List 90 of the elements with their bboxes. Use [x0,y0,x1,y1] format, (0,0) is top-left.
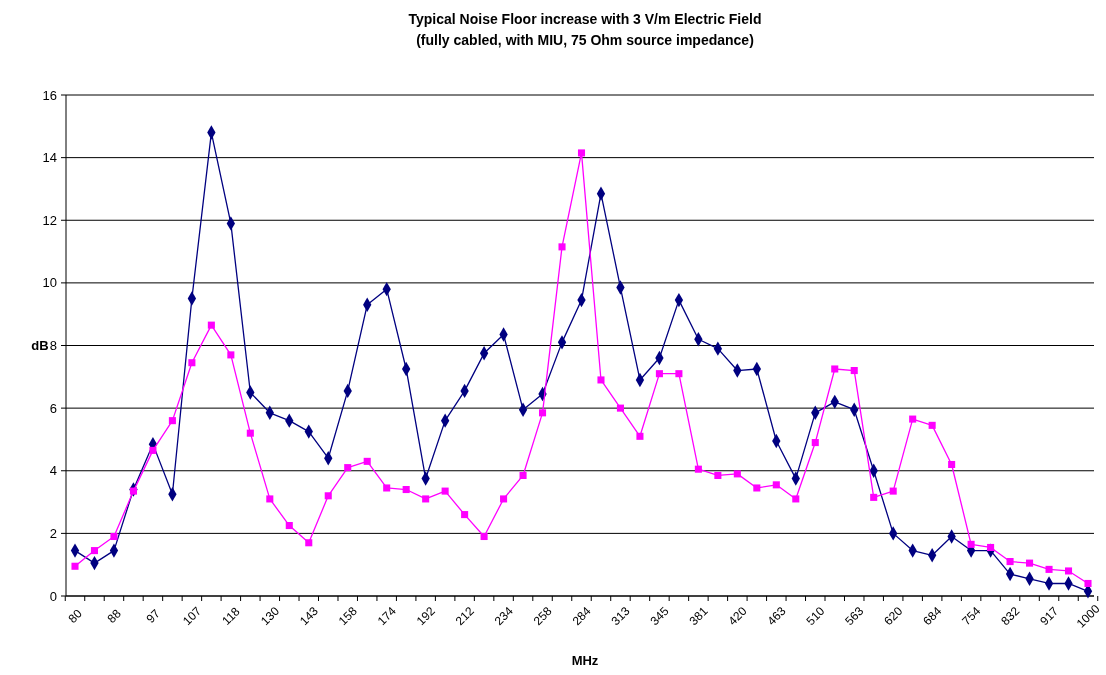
x-tick-label: 420 [725,603,750,629]
x-tick-label: 130 [257,603,283,629]
x-tick-label: 510 [803,603,828,629]
y-tick-label: 14 [42,150,57,166]
x-tick-label: 88 [104,606,124,626]
x-tick-label: 80 [65,606,86,626]
x-tick-label: 97 [143,606,163,626]
x-tick-label: 345 [647,603,672,629]
point [402,486,410,494]
point [616,404,624,412]
x-tick-label: 754 [959,603,984,629]
point [168,417,176,425]
point [305,539,313,547]
x-tick-label: 284 [569,603,594,629]
x-tick-label: 234 [491,603,516,629]
point [870,493,878,501]
x-tick-label: 143 [296,603,322,629]
x-tick-label: 212 [452,603,478,629]
point [422,495,430,503]
x-tick-label: 684 [920,603,945,629]
y-tick-label: 6 [49,400,57,416]
y-tick-label: 16 [42,87,57,103]
point [110,532,118,541]
point [850,367,858,375]
point [948,460,956,469]
chart-subtitle: (fully cabled, with MIU, 75 Ohm source impedance) [416,32,754,48]
x-tick-label: 313 [608,603,633,629]
point [207,321,215,329]
point [1084,579,1092,588]
point [90,547,99,555]
point [539,409,547,417]
point [1064,567,1073,575]
x-tick-label: 158 [335,603,361,629]
point [363,457,371,465]
point [324,492,332,500]
x-tick-label: 258 [530,603,555,629]
point [480,532,488,541]
point [266,495,274,503]
y-tick-label: 10 [42,275,57,291]
point [441,487,449,495]
y-tick-label: 4 [49,463,57,479]
point [967,540,975,548]
point [1026,559,1034,567]
x-tick-label: 917 [1037,603,1062,629]
y-tick-label: 12 [42,212,57,228]
x-tick-label: 118 [219,604,243,628]
point [831,365,839,373]
point [714,471,722,479]
point [558,243,566,251]
point [753,484,761,492]
point [694,465,702,473]
x-tick-label: 107 [179,603,205,629]
point [246,429,254,437]
point [909,415,917,423]
point [1006,558,1014,566]
point [149,446,157,454]
point [1045,565,1053,573]
point [636,432,644,440]
point [577,149,586,157]
point [285,522,293,530]
point [597,376,605,384]
point [675,370,683,378]
point [71,562,79,570]
x-axis-title: MHz [571,653,599,668]
x-tick-label: 620 [881,603,906,629]
x-tick-label: 463 [764,603,789,629]
y-axis-title: dB [31,338,49,354]
chart-title: Typical Noise Floor increase with 3 V/m Electric Field [408,11,762,27]
point [772,481,780,489]
x-tick-label: 174 [374,603,400,629]
y-tick-label: 0 [49,588,57,604]
x-tick-label: 563 [842,603,867,629]
point [792,495,800,503]
point [344,464,352,472]
point [928,421,936,429]
y-tick-label: 2 [49,525,57,541]
point [655,370,663,378]
x-tick-label: 192 [413,603,439,629]
point [461,511,469,519]
x-tick-label: 832 [998,603,1023,629]
y-tick-label: 8 [49,338,57,354]
x-tick-label: 381 [686,603,711,629]
point [811,439,819,447]
point [188,359,196,367]
point [383,484,391,492]
point [519,471,527,479]
point [227,351,235,359]
point [889,487,897,495]
point [500,495,508,503]
point [733,470,741,478]
